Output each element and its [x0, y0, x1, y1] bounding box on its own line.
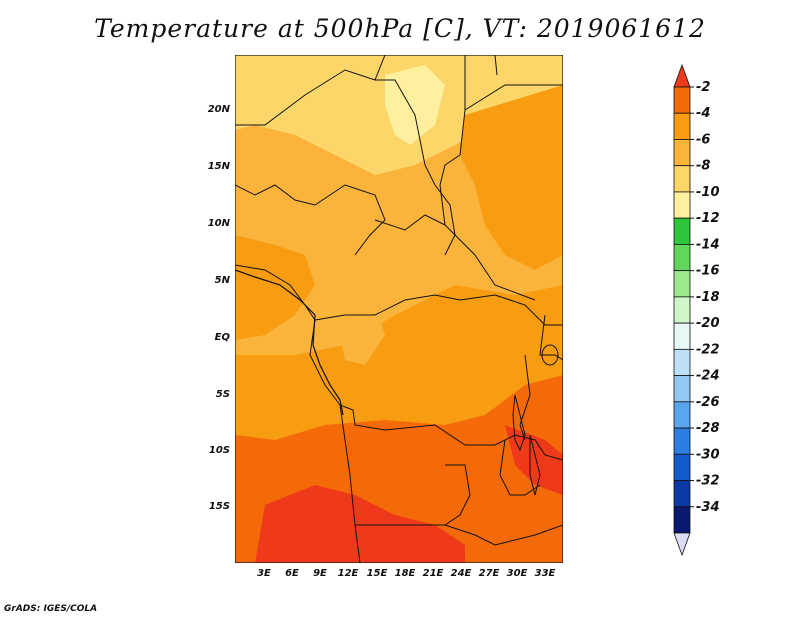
- colorbar-segment: [673, 112, 691, 140]
- colorbar-label: -16: [696, 264, 720, 279]
- field-north-lightest: [385, 65, 445, 145]
- lat-label-15n: 15N: [207, 161, 230, 172]
- colorbar-label: -4: [696, 106, 710, 121]
- field-center-light: [335, 305, 385, 365]
- colorbar-label: -20: [696, 316, 720, 331]
- colorbar-label: -30: [696, 447, 720, 462]
- lon-label-9e: 9E: [313, 568, 327, 579]
- map-title: Temperature at 500hPa [C], VT: 201906161…: [94, 14, 706, 43]
- temperature-map: [235, 55, 563, 563]
- colorbar-segment: [673, 506, 691, 534]
- colorbar-label: -2: [696, 80, 710, 95]
- colorbar-segment: [673, 401, 691, 429]
- colorbar-segment: [673, 86, 691, 114]
- colorbar-label: -14: [696, 237, 720, 252]
- colorbar-segment: [673, 191, 691, 219]
- lat-label-10n: 10N: [207, 218, 230, 229]
- colorbar-label: -26: [696, 395, 720, 410]
- lat-label-5n: 5N: [214, 275, 230, 286]
- colorbar-label: -6: [696, 132, 710, 147]
- colorbar-label: -22: [696, 342, 720, 357]
- colorbar-segment: [673, 427, 691, 455]
- lon-label-3e: 3E: [257, 568, 271, 579]
- colorbar-label: -12: [696, 211, 720, 226]
- boundaries: [235, 55, 563, 563]
- lat-label-10s: 10S: [208, 445, 230, 456]
- lon-label-21e: 21E: [422, 568, 444, 579]
- colorbar-label: -18: [696, 290, 720, 305]
- lon-label-30e: 30E: [506, 568, 528, 579]
- colorbar-segment: [673, 453, 691, 481]
- colorbar-segment: [673, 244, 691, 272]
- lat-label-15s: 15S: [208, 501, 230, 512]
- field-red-sw: [255, 485, 465, 563]
- lon-label-15e: 15E: [366, 568, 388, 579]
- colorbar-label: -10: [696, 185, 720, 200]
- lon-label-6e: 6E: [285, 568, 299, 579]
- lon-label-24e: 24E: [450, 568, 472, 579]
- lon-label-18e: 18E: [394, 568, 416, 579]
- grads-credit: GrADS: IGES/COLA: [4, 604, 98, 614]
- lon-label-27e: 27E: [478, 568, 500, 579]
- colorbar-label: -24: [696, 369, 720, 384]
- lon-label-12e: 12E: [337, 568, 359, 579]
- colorbar-segment: [673, 322, 691, 350]
- colorbar-segment: [673, 348, 691, 376]
- colorbar-segment: [673, 139, 691, 167]
- colorbar-label: -32: [696, 474, 720, 489]
- field-ne-orange: [460, 85, 563, 270]
- lat-label-20n: 20N: [207, 104, 230, 115]
- colorbar-top-arrow: [673, 63, 691, 88]
- lakes: [512, 344, 559, 496]
- colorbar-label: -8: [696, 159, 710, 174]
- colorbar-label: -28: [696, 421, 720, 436]
- colorbar-segment: [673, 480, 691, 508]
- lat-label-eq: EQ: [214, 332, 230, 343]
- colorbar-segment: [673, 375, 691, 403]
- colorbar-bottom-arrow: [673, 532, 691, 557]
- lat-label-5s: 5S: [215, 389, 230, 400]
- lon-label-33e: 33E: [534, 568, 556, 579]
- colorbar-segment: [673, 165, 691, 193]
- colorbar-segment: [673, 270, 691, 298]
- coastline: [235, 269, 344, 416]
- colorbar-segment: [673, 296, 691, 324]
- field-west-orange: [235, 235, 315, 340]
- field-red-e: [505, 425, 563, 495]
- colorbar-legend: -2 -4 -6 -8 -10 -12 -14 -16 -18 -20 -22 -24 -26 -28 -3…: [673, 63, 720, 557]
- colorbar-segment: [673, 217, 691, 245]
- colorbar-label: -34: [696, 500, 720, 515]
